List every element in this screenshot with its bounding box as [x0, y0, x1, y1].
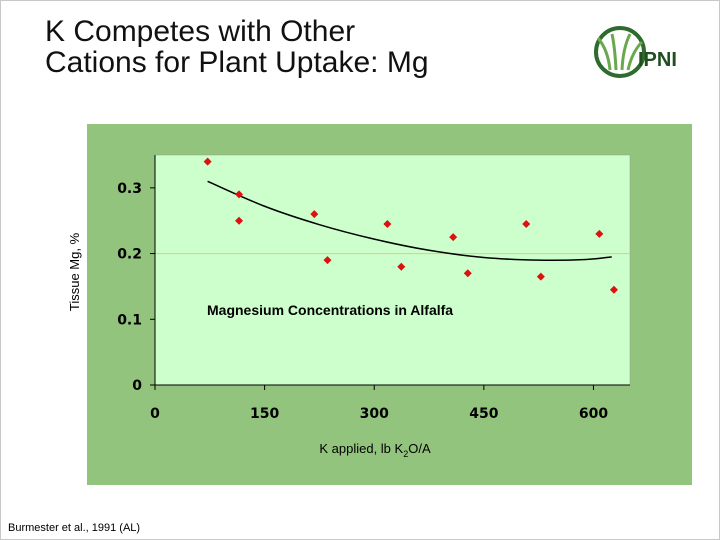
data-point	[522, 220, 531, 228]
x-tick-label: 600	[579, 406, 608, 422]
x-axis-title-subscript: 2	[403, 449, 408, 459]
data-point	[536, 272, 545, 281]
ipni-logo: IPNI	[594, 26, 677, 78]
data-point	[463, 269, 472, 278]
x-tick-group: 0 150 300 450 600	[150, 385, 608, 422]
title-line-2: Cations for Plant Uptake: Mg	[45, 46, 429, 79]
y-axis-title: Tissue Mg, %	[67, 232, 82, 311]
y-tick-label: 0	[132, 378, 142, 394]
x-axis-title-main: K applied, lb K	[319, 441, 403, 456]
x-tick-label: 0	[150, 406, 160, 422]
y-tick-label: 0.2	[117, 247, 142, 263]
logo-wordmark: IPNI	[638, 49, 677, 71]
y-tick-group: 0 0.1 0.2 0.3	[117, 181, 155, 394]
wheat-icon	[596, 33, 644, 71]
data-point	[383, 220, 392, 228]
x-tick-label: 300	[360, 406, 389, 422]
slide-title: K Competes with Other Cations for Plant …	[45, 16, 429, 78]
data-point	[235, 190, 244, 199]
point-group	[203, 157, 618, 294]
data-point	[203, 157, 212, 166]
x-tick-label: 150	[250, 406, 279, 422]
y-tick-label: 0.1	[117, 312, 142, 328]
data-point	[595, 229, 604, 238]
x-tick-label: 450	[469, 406, 498, 422]
trendline	[207, 180, 612, 262]
data-point	[235, 216, 244, 225]
data-point	[609, 285, 618, 294]
title-line-1: K Competes with Other	[45, 15, 356, 48]
x-axis-title-tail: O/A	[408, 441, 431, 456]
data-point	[397, 262, 406, 271]
chart-annotation: Magnesium Concentrations in Alfalfa	[207, 302, 453, 318]
y-tick-label: 0.3	[117, 181, 142, 197]
data-point	[323, 256, 332, 265]
data-point	[449, 233, 458, 242]
citation: Burmester et al., 1991 (AL)	[8, 522, 141, 534]
x-axis-title: K applied, lb K2O/A	[319, 441, 431, 459]
data-point	[310, 210, 319, 219]
